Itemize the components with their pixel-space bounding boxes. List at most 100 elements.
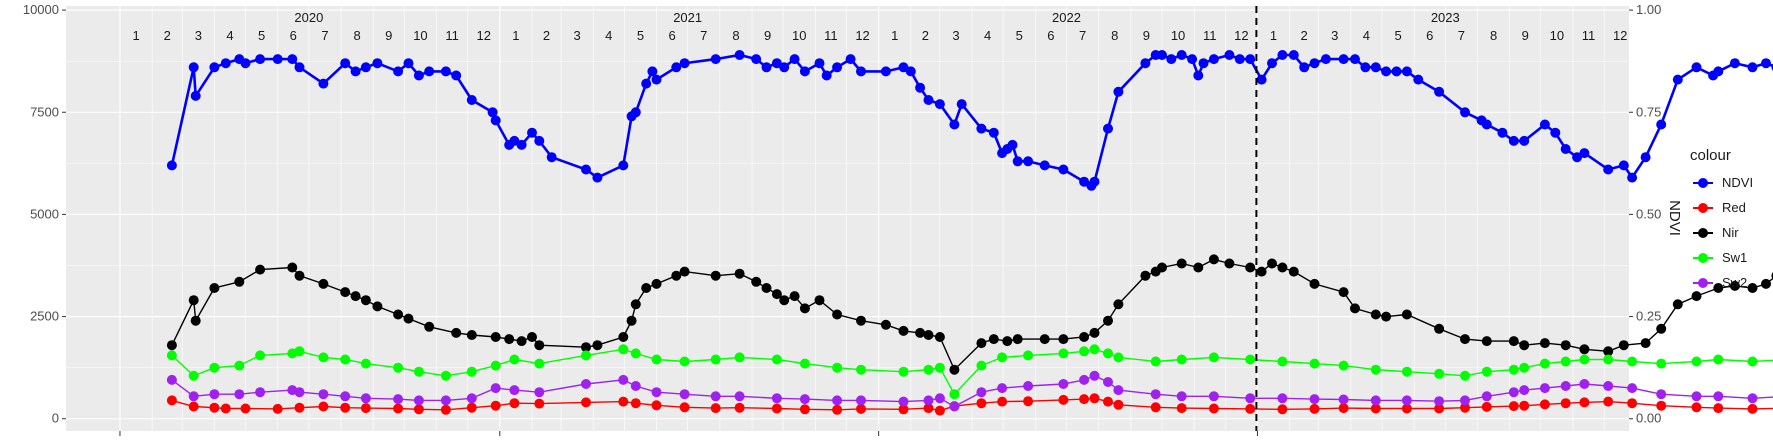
legend-key-point [1698, 253, 1708, 263]
data-point [710, 54, 721, 65]
data-point [1267, 258, 1277, 269]
data-point [710, 391, 721, 402]
data-point [1539, 119, 1550, 130]
y-right-tick-label: 0.50 [1636, 206, 1661, 221]
series-sw2 [166, 370, 1773, 412]
data-point [799, 66, 810, 77]
data-point [1713, 354, 1724, 365]
data-point [294, 270, 305, 281]
data-point [1481, 336, 1492, 347]
data-point [1539, 358, 1550, 369]
data-point [1481, 119, 1492, 130]
data-point [1157, 262, 1167, 273]
data-point [1508, 401, 1519, 412]
data-point [393, 403, 404, 414]
data-point [318, 278, 329, 289]
data-point [779, 62, 790, 73]
month-label: 7 [700, 28, 707, 43]
data-point [1618, 160, 1629, 171]
data-point [1656, 323, 1667, 334]
data-point [1224, 258, 1235, 269]
data-point [1713, 283, 1724, 293]
y-left-tick-label: 7500 [30, 104, 59, 119]
data-point [209, 402, 220, 413]
data-point [1089, 393, 1100, 404]
data-point [1103, 348, 1113, 359]
data-point [1224, 50, 1235, 60]
data-point [318, 352, 329, 363]
data-point [466, 366, 477, 377]
data-point [1023, 156, 1034, 167]
data-point [1713, 66, 1724, 77]
month-label: 5 [258, 28, 265, 43]
month-label: 12 [1613, 28, 1627, 43]
month-label: 4 [226, 28, 233, 43]
series-layer [166, 50, 1773, 416]
data-point [516, 139, 527, 150]
data-point [1627, 356, 1638, 367]
data-point [1729, 280, 1740, 291]
data-point [880, 319, 891, 330]
data-point [630, 398, 641, 409]
data-point [1350, 54, 1360, 65]
series-line [171, 258, 1773, 371]
data-point [1023, 381, 1034, 391]
data-point [949, 401, 960, 412]
data-point [1550, 127, 1561, 138]
data-point [190, 315, 201, 326]
data-point [1023, 350, 1034, 361]
month-label: 3 [1331, 28, 1338, 43]
month-label: 1 [1270, 28, 1277, 43]
data-point [641, 78, 652, 89]
data-point [934, 405, 945, 416]
data-point [209, 62, 220, 73]
legend-label: NDVI [1722, 175, 1753, 190]
month-label: 8 [1490, 28, 1497, 43]
data-point [630, 348, 641, 359]
data-point [832, 404, 843, 415]
month-label: 2 [164, 28, 171, 43]
data-point [1579, 379, 1590, 389]
data-point [1627, 383, 1638, 394]
data-point [509, 354, 520, 365]
data-point [350, 66, 361, 77]
data-point [1381, 311, 1392, 322]
data-point [234, 360, 245, 371]
year-label: 2022 [1052, 10, 1081, 25]
data-point [413, 404, 424, 415]
data-point [651, 387, 662, 398]
month-label: 5 [1394, 28, 1401, 43]
data-point [1656, 389, 1667, 400]
data-point [618, 160, 629, 171]
data-point [934, 362, 945, 373]
data-point [934, 393, 945, 404]
data-point [1460, 370, 1470, 381]
data-point [287, 262, 298, 273]
legend-label: Nir [1722, 225, 1739, 240]
data-point [360, 62, 371, 73]
data-point [490, 332, 501, 342]
data-point [1497, 127, 1508, 138]
data-point [209, 283, 220, 293]
data-point [1058, 164, 1069, 175]
data-point [393, 66, 404, 77]
data-point [294, 346, 305, 357]
data-point [814, 58, 825, 69]
data-point [209, 362, 220, 373]
data-point [761, 62, 772, 73]
data-point [1481, 401, 1492, 412]
data-point [393, 309, 404, 320]
data-point [626, 315, 637, 326]
data-point [1176, 391, 1187, 402]
data-point [1103, 396, 1113, 407]
data-point [1166, 54, 1177, 65]
data-point [1481, 366, 1492, 377]
month-label: 2 [543, 28, 550, 43]
data-point [527, 127, 537, 138]
data-point [1360, 62, 1371, 73]
data-point [771, 403, 782, 414]
data-point [997, 383, 1008, 394]
data-point [1208, 352, 1219, 363]
month-label: 2 [1301, 28, 1308, 43]
data-point [220, 58, 231, 69]
